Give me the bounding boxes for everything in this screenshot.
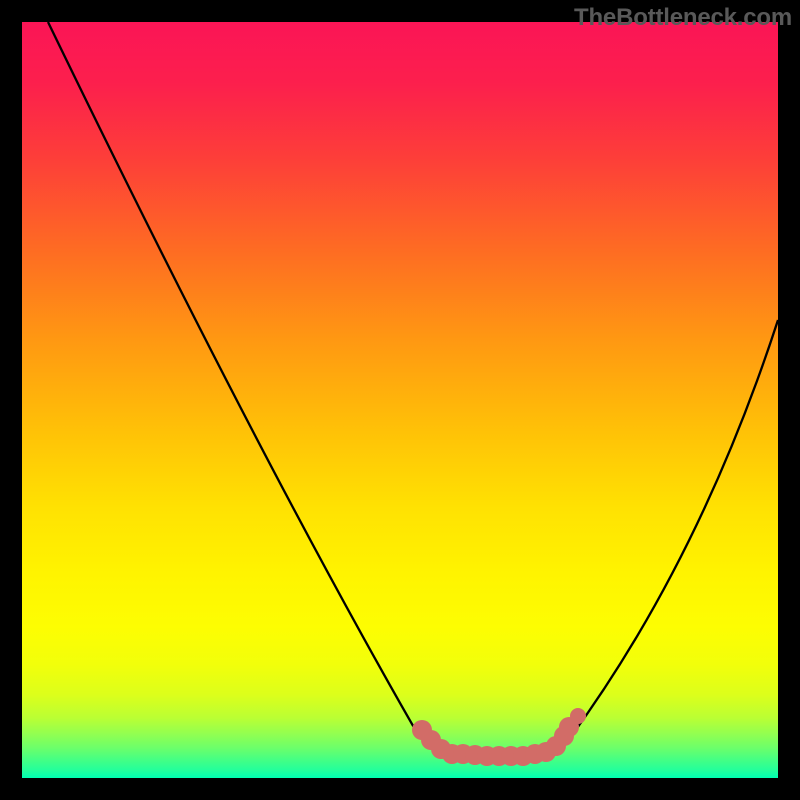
plot-area bbox=[22, 22, 778, 778]
watermark-text: TheBottleneck.com bbox=[574, 4, 792, 32]
bottleneck-chart bbox=[0, 0, 800, 800]
chart-container: TheBottleneck.com bbox=[0, 0, 800, 800]
optimum-zone-end-dot bbox=[570, 708, 586, 724]
gradient-background bbox=[22, 22, 778, 778]
